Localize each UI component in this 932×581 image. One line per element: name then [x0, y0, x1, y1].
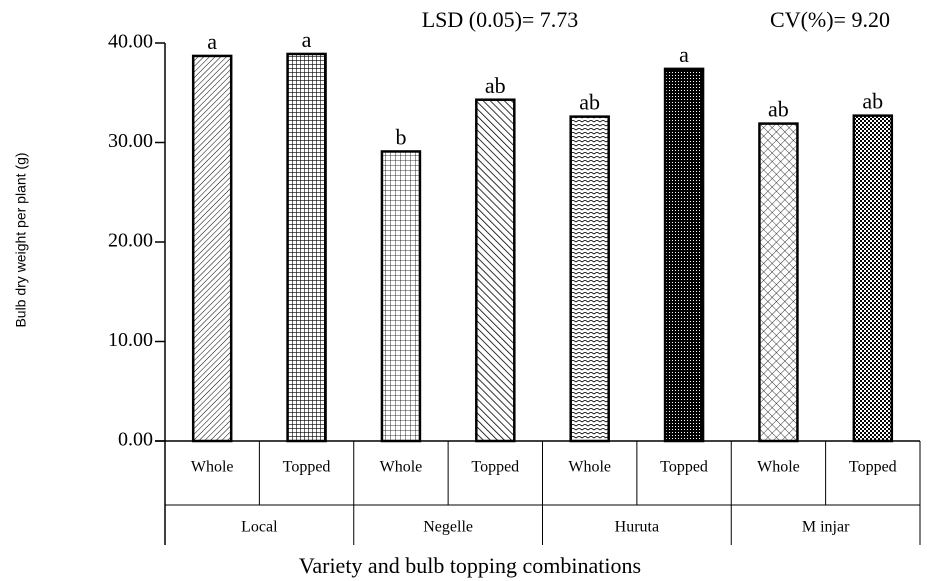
y-tick-label: 30.00 [108, 130, 153, 152]
value-label: a [679, 42, 689, 67]
bar [569, 115, 610, 443]
x-tick-label: Whole [380, 459, 423, 476]
value-label: a [302, 27, 312, 52]
annotation: LSD (0.05)= 7.73 [422, 7, 579, 32]
bar [475, 98, 516, 443]
bar [663, 67, 705, 443]
y-tick-label: 20.00 [108, 230, 153, 252]
value-label: ab [862, 89, 883, 114]
x-axis-title: Variety and bulb topping combinations [299, 553, 641, 578]
annotation: CV(%)= 9.20 [770, 7, 890, 32]
bar [191, 54, 233, 443]
value-label: ab [768, 97, 789, 122]
bar [852, 114, 894, 443]
bar [286, 52, 327, 443]
y-tick-label: 10.00 [108, 329, 153, 351]
y-axis-title: Bulb dry weight per plant (g) [13, 152, 29, 327]
x-tick-label: Whole [191, 459, 234, 476]
value-label: a [207, 29, 217, 54]
group-label: Negelle [423, 519, 473, 536]
x-tick-label: Whole [757, 459, 800, 476]
value-label: ab [579, 90, 600, 115]
group-label: Huruta [615, 519, 659, 536]
x-tick-label: Whole [568, 459, 611, 476]
bar [758, 122, 799, 443]
value-label: b [395, 125, 406, 150]
x-tick-label: Topped [849, 459, 897, 476]
x-tick-label: Topped [471, 459, 519, 476]
bar [380, 150, 422, 443]
x-tick-label: Topped [283, 459, 331, 476]
y-tick-label: 40.00 [108, 31, 153, 53]
y-tick-label: 0.00 [118, 429, 153, 451]
x-tick-label: Topped [660, 459, 708, 476]
value-label: ab [485, 73, 506, 98]
group-label: M injar [802, 519, 850, 536]
group-label: Local [241, 519, 278, 536]
